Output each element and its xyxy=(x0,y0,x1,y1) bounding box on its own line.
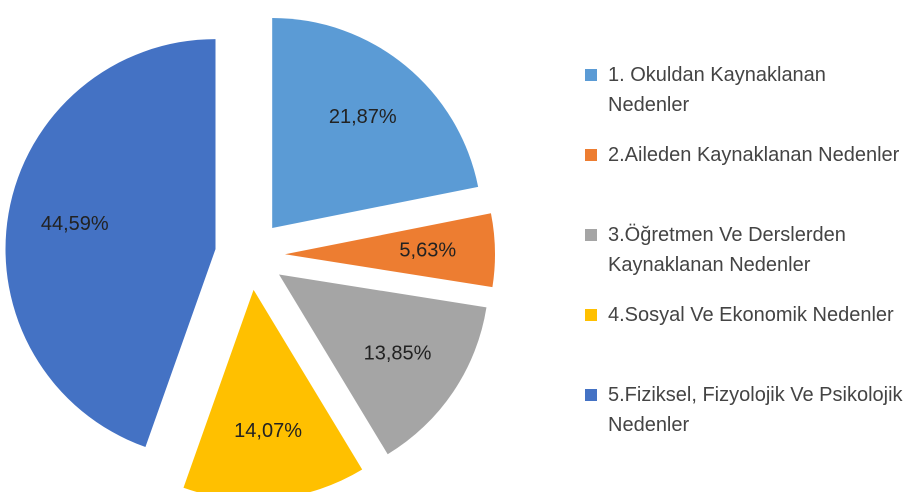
legend-swatch xyxy=(585,389,597,401)
data-label: 5,63% xyxy=(399,240,456,262)
pie-slice xyxy=(279,274,487,455)
legend-entry: 1. Okuldan Kaynaklanan Nedenler xyxy=(585,60,903,140)
legend-swatch xyxy=(585,309,597,321)
pie-slice xyxy=(284,213,495,288)
pie-slice xyxy=(5,39,216,448)
legend-entry: 4.Sosyal Ve Ekonomik Nedenler xyxy=(585,300,903,380)
data-label: 21,87% xyxy=(329,106,397,128)
legend-label: 4.Sosyal Ve Ekonomik Nedenler xyxy=(608,304,894,326)
legend: 1. Okuldan Kaynaklanan Nedenler 2.Aileden… xyxy=(585,60,903,460)
data-label: 13,85% xyxy=(364,342,432,364)
data-label: 14,07% xyxy=(234,420,302,442)
legend-entry: 2.Aileden Kaynaklanan Nedenler xyxy=(585,140,903,220)
legend-swatch xyxy=(585,149,597,161)
legend-swatch xyxy=(585,229,597,241)
legend-label: 3.Öğretmen Ve Derslerden Kaynaklanan Ned… xyxy=(608,224,846,276)
pie-slice xyxy=(272,17,479,228)
legend-label: 1. Okuldan Kaynaklanan Nedenler xyxy=(608,64,826,116)
legend-entry: 5.Fiziksel, Fizyolojik Ve Psikolojik Ned… xyxy=(585,380,903,460)
legend-entry: 3.Öğretmen Ve Derslerden Kaynaklanan Ned… xyxy=(585,220,903,300)
pie-area: 21,87% 5,63% 13,85% 14,07% 44,59% xyxy=(5,17,495,492)
data-label: 44,59% xyxy=(41,213,109,235)
legend-label: 5.Fiziksel, Fizyolojik Ve Psikolojik Ned… xyxy=(608,384,903,436)
legend-swatch xyxy=(585,69,597,81)
pie-slice xyxy=(183,289,363,492)
legend-label: 2.Aileden Kaynaklanan Nedenler xyxy=(608,144,900,166)
